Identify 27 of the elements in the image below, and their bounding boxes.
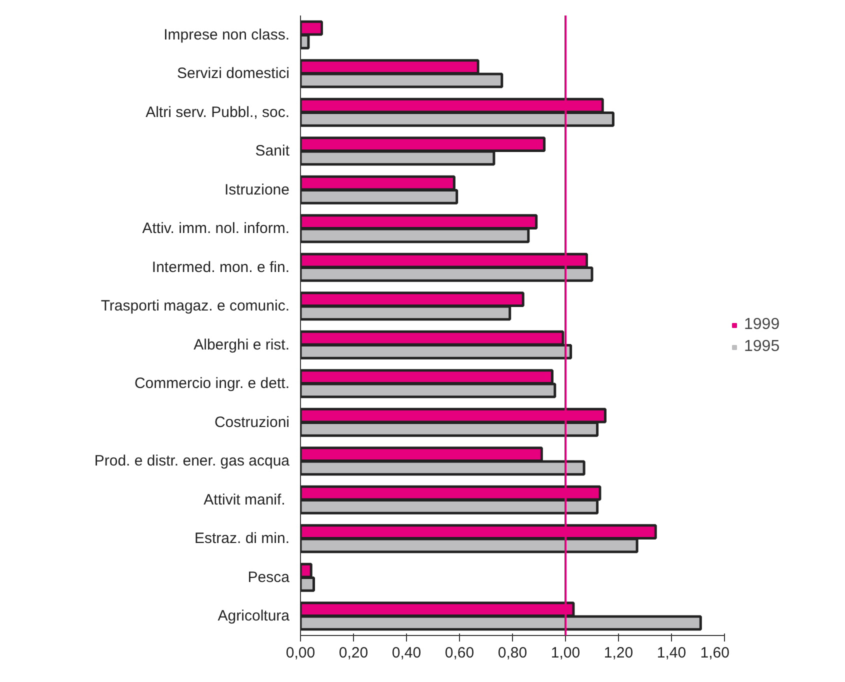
y-tick-label: Intermed. mon. e fin. [152,258,290,276]
y-tick-label: Trasporti magaz. e comunic. [100,298,290,315]
y-tick-label: Istruzione [224,181,290,198]
y-tick-label: Costruzioni [214,414,290,431]
y-tick-label: Servizi domestici [176,65,290,82]
x-tick-label: 0,80 [498,644,528,662]
x-tick-label: 1,60 [700,644,730,662]
y-tick-label: Altri serv. Pubbl., soc. [146,104,290,121]
y-tick-label: Alberghi e rist. [194,336,290,354]
y-tick-label: Sanit [255,142,290,160]
y-tick-label: Estraz. di min. [194,530,290,548]
legend-label: 1995 [744,338,780,356]
x-tick-label: 0,60 [444,644,474,662]
x-tick-label: 1,00 [550,644,580,662]
y-tick-label: Agricoltura [218,608,290,625]
y-tick-label: Commercio ingr. e dett. [134,375,290,392]
x-tick-label: 1,40 [656,644,686,662]
x-tick-label: 1,20 [604,644,634,662]
legend-label: 1999 [744,316,780,334]
y-tick-label: Attivit manif. [204,491,286,508]
y-tick-label: Pesca [248,568,290,586]
y-tick-label: Imprese non class. [164,26,290,44]
x-tick-label: 0,40 [392,644,422,662]
x-tick-label: 0,20 [338,644,368,662]
y-tick-label: Attiv. imm. nol. inform. [142,220,290,238]
y-tick-label: Prod. e distr. ener. gas acqua [94,452,290,470]
x-tick-label: 0,00 [286,644,316,662]
